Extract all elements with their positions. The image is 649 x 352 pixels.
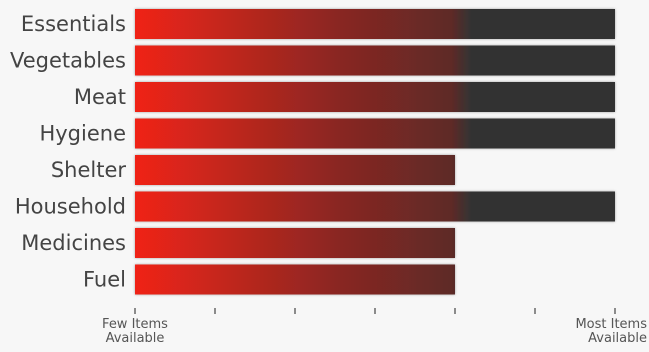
bar-vegetables — [135, 45, 615, 76]
category-label-household: Household — [15, 195, 126, 219]
category-labels: Essentials Vegetables Meat Hygiene Shelter Ho… — [10, 12, 126, 292]
bars-layer — [135, 9, 615, 295]
category-label-medicines: Medicines — [21, 231, 126, 255]
bar-hygiene — [135, 118, 615, 149]
bar-essentials — [135, 9, 615, 39]
x-tick-label-low: Few Items Available — [102, 317, 168, 346]
bar-household — [135, 191, 615, 222]
category-label-vegetables: Vegetables — [10, 49, 126, 73]
bar-fuel — [135, 264, 455, 295]
bar-shelter — [135, 155, 455, 185]
category-label-hygiene: Hygiene — [39, 122, 126, 146]
x-tick-label-high: Most Items Available — [575, 317, 647, 346]
bar-meat — [135, 82, 615, 112]
category-label-shelter: Shelter — [51, 158, 127, 182]
x-axis: Few Items Available Most Items Available — [102, 308, 647, 346]
category-label-essentials: Essentials — [21, 12, 126, 36]
category-label-meat: Meat — [74, 85, 126, 109]
category-label-fuel: Fuel — [83, 268, 126, 292]
bar-medicines — [135, 228, 455, 258]
